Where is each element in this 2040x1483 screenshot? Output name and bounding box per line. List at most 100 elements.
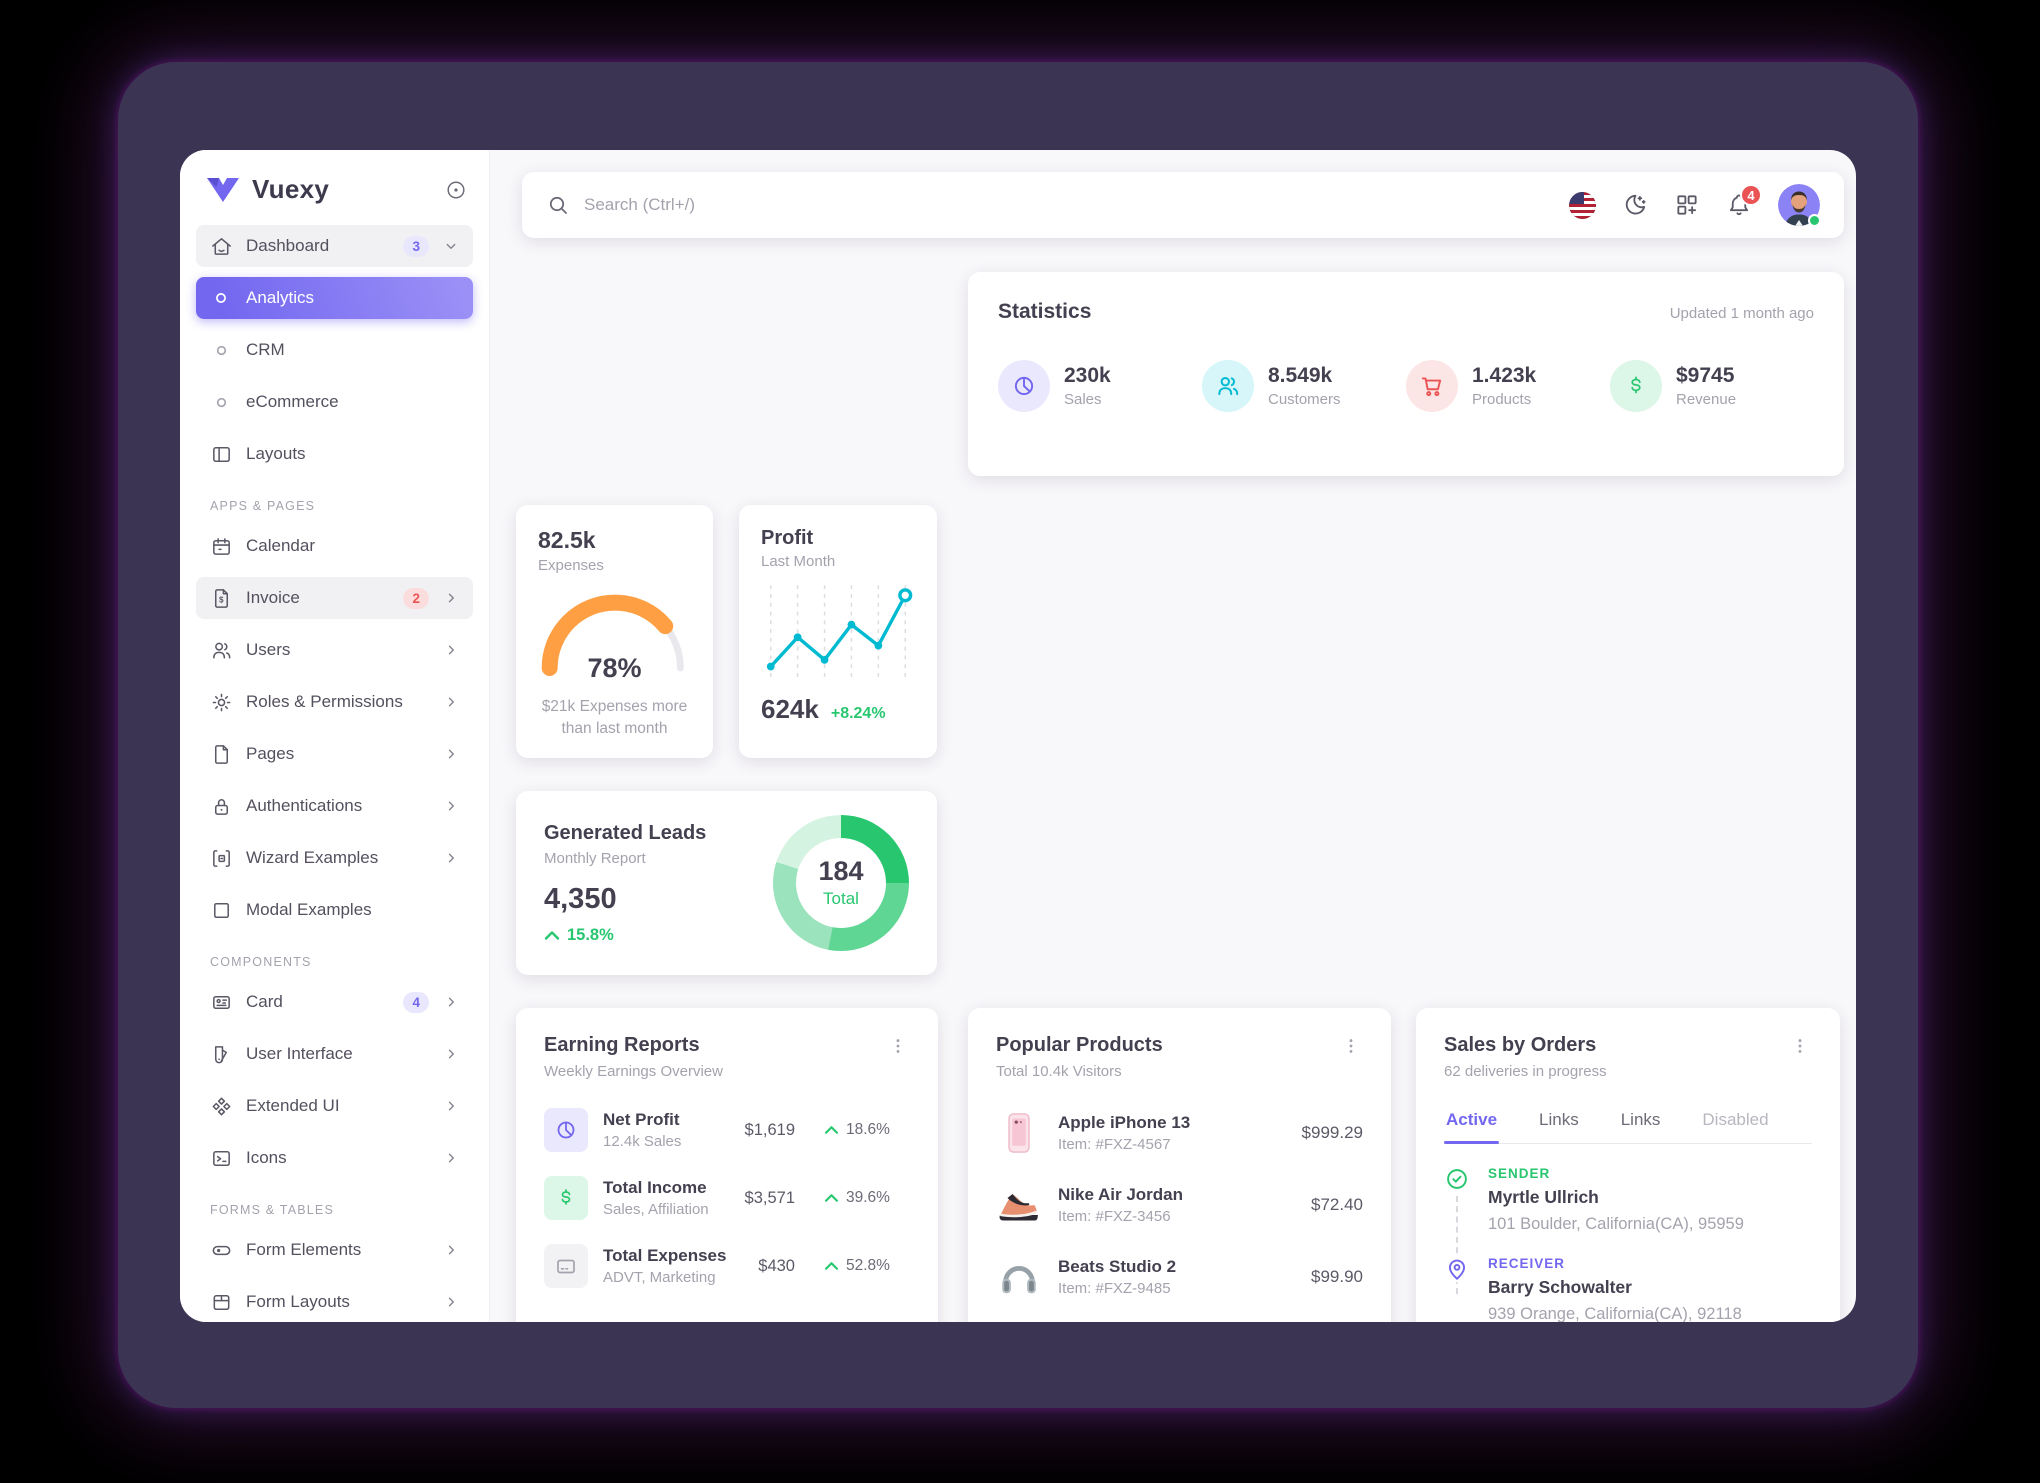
earning-row-subtitle: Sales, Affiliation (603, 1201, 709, 1218)
earning-row-subtitle: ADVT, Marketing (603, 1269, 716, 1286)
layout-navbar-icon (209, 1290, 233, 1314)
shopping-cart-icon (1406, 360, 1458, 412)
earning-row-change: 39.6% (846, 1189, 890, 1206)
tab-links-2[interactable]: Links (1620, 1110, 1661, 1129)
sidebar-item-form-elements[interactable]: Form Elements (196, 1229, 473, 1271)
stat-label: Sales (1064, 391, 1102, 408)
sidebar-item-dashboard[interactable]: Dashboard 3 (196, 225, 473, 267)
toggle-icon (209, 1238, 233, 1262)
shortcuts-grid-icon[interactable] (1674, 192, 1700, 218)
earning-row: Total Income Sales, Affiliation $3,571 3… (544, 1176, 910, 1220)
timeline-type: SENDER (1488, 1166, 1551, 1181)
home-icon (209, 234, 233, 258)
expenses-gauge: 78% (539, 590, 691, 683)
orders-timeline: SENDER Myrtle Ullrich 101 Boulder, Calif… (1444, 1166, 1812, 1322)
expenses-percent: 78% (587, 653, 642, 683)
stat-products: 1.423k Products (1406, 360, 1610, 412)
sidebar-item-roles-permissions[interactable]: Roles & Permissions (196, 681, 473, 723)
language-flag-icon[interactable] (1569, 191, 1596, 219)
sidebar-item-user-interface[interactable]: User Interface (196, 1033, 473, 1075)
earning-row-amount: $1,619 (744, 1120, 795, 1139)
timeline-name: Barry Schowalter (1488, 1277, 1632, 1297)
iphone-product-image (996, 1110, 1042, 1156)
stat-value: 1.423k (1472, 364, 1537, 387)
sidebar-item-modal-examples[interactable]: Modal Examples (196, 889, 473, 931)
file-icon (209, 742, 233, 766)
sidebar-item-label: User Interface (246, 1044, 353, 1063)
sidebar-item-users[interactable]: Users (196, 629, 473, 671)
tab-disabled[interactable]: Disabled (1702, 1110, 1769, 1129)
sidebar-item-analytics[interactable]: Analytics (196, 277, 473, 319)
sidebar-item-form-layouts[interactable]: Form Layouts (196, 1281, 473, 1322)
orders-title: Sales by Orders (1444, 1034, 1597, 1056)
chevron-right-icon (442, 1241, 460, 1259)
caret-up-icon (824, 1125, 839, 1135)
notifications-bell-icon[interactable]: 4 (1726, 184, 1762, 218)
product-name: Apple iPhone 13 (1058, 1113, 1191, 1132)
app-window: Vuexy Dashboard 3 (180, 150, 1856, 1322)
chevron-down-icon (442, 237, 460, 255)
sidebar-item-invoice[interactable]: $ Invoice 2 (196, 577, 473, 619)
sidebar-section-forms-tables: FORMS & TABLES (210, 1203, 335, 1217)
product-item-code: Item: #FXZ-4567 (1058, 1136, 1171, 1153)
timeline-address: 101 Boulder, California(CA), 95959 (1488, 1215, 1744, 1233)
sidebar-item-label: Card (246, 992, 283, 1011)
sidebar-item-crm[interactable]: CRM (196, 329, 473, 371)
chevron-right-icon (442, 745, 460, 763)
sidebar-item-pages[interactable]: Pages (196, 733, 473, 775)
invoice-icon: $ (209, 586, 233, 610)
earning-reports-card: Earning Reports Weekly Earnings Overview… (516, 1008, 938, 1322)
sidebar-item-layouts[interactable]: Layouts (196, 433, 473, 475)
profit-card: Profit Last Month 624k +8.24% (739, 505, 937, 758)
search-input[interactable] (584, 195, 1569, 215)
earning-row-amount: $3,571 (744, 1188, 795, 1207)
check-circle-icon (1444, 1166, 1470, 1192)
sidebar-item-calendar[interactable]: Calendar (196, 525, 473, 567)
sidebar-item-label: Wizard Examples (246, 848, 379, 867)
dark-mode-moon-icon[interactable] (1622, 192, 1648, 218)
profit-title: Profit (761, 527, 814, 549)
sidebar-item-authentications[interactable]: Authentications (196, 785, 473, 827)
timeline-type: RECEIVER (1488, 1256, 1566, 1271)
sidebar-item-label: eCommerce (246, 392, 339, 411)
product-name: Beats Studio 2 (1058, 1257, 1177, 1276)
kebab-menu-icon[interactable] (1339, 1034, 1363, 1058)
online-status-dot (1808, 214, 1821, 227)
sidebar-item-ecommerce[interactable]: eCommerce (196, 381, 473, 423)
sidebar-item-label: Icons (246, 1148, 287, 1167)
circle-bullet-icon (209, 286, 233, 310)
brand-name: Vuexy (252, 174, 330, 204)
tab-active[interactable]: Active (1444, 1100, 1500, 1144)
product-row: Beats Studio 2 Item: #FXZ-9485 $99.90 (996, 1254, 1363, 1300)
stat-value: 230k (1064, 364, 1111, 387)
sidebar-item-label: Roles & Permissions (246, 692, 403, 711)
earning-subtitle: Weekly Earnings Overview (544, 1063, 723, 1080)
expenses-card: 82.5k Expenses 78% $21k Expenses more th… (516, 505, 713, 758)
leads-value: 4,350 (544, 882, 617, 915)
sidebar-item-label: Authentications (246, 796, 363, 815)
sidebar-item-extended-ui[interactable]: Extended UI (196, 1085, 473, 1127)
expenses-value: 82.5k (538, 527, 596, 553)
sidebar-item-card[interactable]: Card 4 (196, 981, 473, 1023)
search-icon[interactable] (546, 193, 570, 217)
stat-label: Revenue (1676, 391, 1737, 408)
sidebar-item-icons[interactable]: Icons (196, 1137, 473, 1179)
user-avatar[interactable] (1778, 184, 1821, 227)
sidebar-item-wizard-examples[interactable]: Wizard Examples (196, 837, 473, 879)
terminal-icon (209, 1146, 233, 1170)
tab-links-1[interactable]: Links (1539, 1110, 1579, 1129)
swatch-icon (209, 1042, 233, 1066)
kebab-menu-icon[interactable] (1788, 1034, 1812, 1058)
product-item-code: Item: #FXZ-9485 (1058, 1280, 1171, 1297)
caret-up-icon (544, 930, 560, 941)
sidebar-item-label: Extended UI (246, 1096, 340, 1115)
product-row: Nike Air Jordan Item: #FXZ-3456 $72.40 (996, 1182, 1363, 1228)
sidebar-pin-toggle-icon[interactable] (445, 179, 467, 201)
stat-revenue: $9745 Revenue (1610, 360, 1814, 412)
leads-subtitle: Monthly Report (544, 849, 646, 867)
kebab-menu-icon[interactable] (886, 1034, 910, 1058)
lock-icon (209, 794, 233, 818)
sidebar-item-label: Invoice (246, 588, 300, 607)
chevron-right-icon (442, 1045, 460, 1063)
sidebar-menu: Dashboard 3 Analytics CRM (180, 221, 489, 1322)
